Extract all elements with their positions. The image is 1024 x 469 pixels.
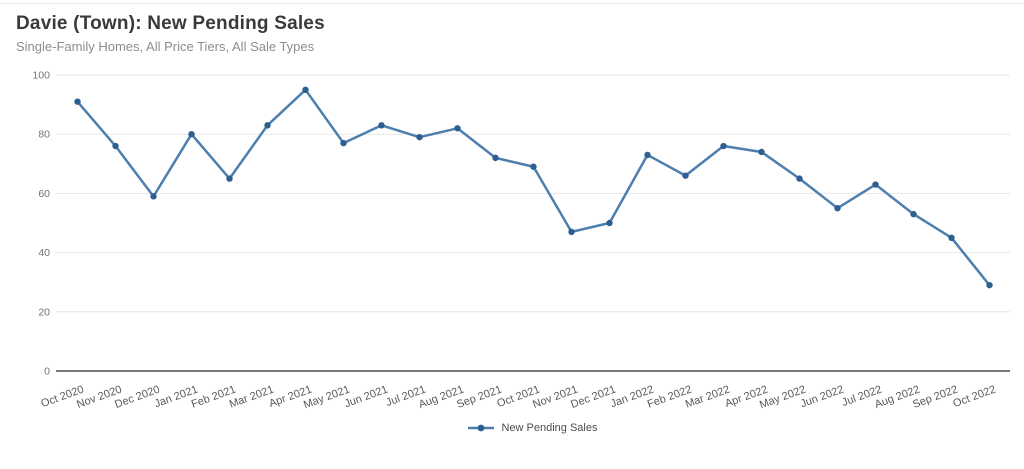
data-point[interactable] — [416, 133, 423, 141]
data-point[interactable] — [720, 142, 727, 150]
y-tick-label: 80 — [38, 129, 50, 141]
x-tick-label: Jun 2022 — [799, 384, 846, 411]
y-tick-label: 100 — [32, 70, 50, 82]
data-point[interactable] — [682, 172, 689, 179]
y-tick-label: 20 — [38, 306, 50, 318]
legend-item-new-pending-sales[interactable]: New Pending Sales — [468, 422, 598, 434]
x-tick-label: Oct 2022 — [951, 384, 997, 411]
series-line-new-pending-sales — [76, 88, 991, 287]
legend-line-marker-icon — [468, 424, 495, 432]
y-tick-label: 40 — [38, 247, 50, 259]
data-point[interactable] — [454, 125, 461, 132]
data-point[interactable] — [872, 181, 879, 188]
data-point[interactable] — [986, 281, 993, 289]
x-tick-label: Jun 2021 — [343, 384, 390, 411]
x-tick-label: Mar 2021 — [228, 384, 276, 411]
y-tick-label: 0 — [44, 366, 50, 378]
data-point[interactable] — [264, 122, 271, 129]
data-point[interactable] — [568, 228, 575, 236]
data-point[interactable] — [606, 219, 613, 227]
data-point[interactable] — [758, 148, 765, 156]
data-point[interactable] — [74, 98, 81, 105]
x-tick-label: Mar 2022 — [684, 384, 732, 411]
data-point[interactable] — [226, 175, 233, 182]
data-point[interactable] — [796, 175, 803, 182]
data-point[interactable] — [188, 131, 195, 138]
top-divider — [0, 3, 1024, 4]
data-point[interactable] — [112, 142, 119, 150]
data-point[interactable] — [378, 122, 385, 129]
chart-header: Davie (Town): New Pending Sales Single-F… — [16, 12, 325, 55]
data-point[interactable] — [910, 210, 917, 218]
chart-legend: New Pending Sales — [56, 422, 1010, 434]
data-point[interactable] — [492, 154, 499, 162]
chart-subtitle: Single-Family Homes, All Price Tiers, Al… — [16, 39, 315, 54]
data-point[interactable] — [644, 151, 651, 159]
data-point[interactable] — [302, 86, 309, 94]
legend-label: New Pending Sales — [501, 422, 598, 434]
chart-title: Davie (Town): New Pending Sales — [16, 13, 325, 34]
data-point[interactable] — [530, 163, 537, 170]
y-tick-label: 60 — [38, 188, 50, 200]
data-point[interactable] — [340, 139, 347, 147]
data-point[interactable] — [150, 193, 157, 200]
data-point[interactable] — [948, 234, 955, 241]
data-point[interactable] — [834, 205, 841, 212]
